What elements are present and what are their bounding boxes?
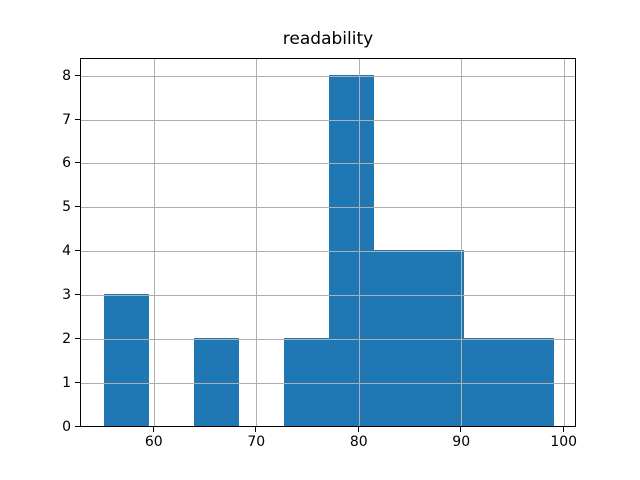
y-tick-label: 3	[62, 287, 71, 304]
histogram-bar	[374, 250, 420, 426]
x-tick-mark	[255, 427, 257, 432]
y-tick-mark	[75, 426, 80, 427]
y-tick-mark	[75, 294, 80, 296]
x-tick-label: 80	[349, 434, 368, 450]
histogram-bar	[509, 338, 555, 426]
gridline-horizontal	[81, 295, 575, 297]
x-tick-label: 70	[247, 434, 266, 450]
gridline-vertical	[461, 59, 463, 426]
y-tick-mark	[75, 206, 80, 208]
y-tick-mark	[75, 338, 80, 340]
gridline-vertical	[563, 59, 565, 426]
y-tick-label: 0	[62, 419, 71, 435]
y-tick-label: 5	[62, 199, 71, 216]
y-tick-mark	[75, 162, 80, 164]
y-tick-mark	[75, 250, 80, 252]
x-tick-label: 100	[550, 434, 578, 450]
histogram-bar	[103, 294, 149, 426]
histogram-bar	[419, 250, 465, 426]
y-tick-label: 2	[62, 331, 71, 348]
gridline-horizontal	[81, 163, 575, 165]
x-tick-label: 60	[144, 434, 163, 450]
y-tick-label: 6	[62, 155, 71, 172]
y-tick-mark	[75, 118, 80, 120]
y-tick-mark	[75, 74, 80, 76]
histogram-bar	[283, 338, 329, 426]
y-tick-mark	[75, 382, 80, 384]
plot-area	[80, 58, 576, 427]
gridline-horizontal	[81, 383, 575, 385]
y-tick-label: 4	[62, 243, 71, 260]
x-tick-mark	[460, 427, 462, 432]
gridline-horizontal	[81, 119, 575, 121]
histogram-bar	[464, 338, 510, 426]
gridline-vertical	[256, 59, 258, 426]
gridline-horizontal	[81, 339, 575, 341]
x-tick-mark	[562, 427, 564, 432]
histogram-bar	[329, 74, 375, 426]
y-tick-label: 1	[62, 375, 71, 392]
y-tick-label: 8	[62, 67, 71, 84]
gridline-vertical	[153, 59, 155, 426]
gridline-horizontal	[81, 207, 575, 209]
gridline-horizontal	[81, 75, 575, 77]
histogram-bar	[193, 338, 239, 426]
x-tick-label: 90	[452, 434, 471, 450]
x-tick-mark	[357, 427, 359, 432]
gridline-horizontal	[81, 251, 575, 253]
y-tick-label: 7	[62, 111, 71, 128]
gridline-vertical	[358, 59, 360, 426]
x-tick-mark	[152, 427, 154, 432]
chart-title: readability	[282, 29, 374, 49]
